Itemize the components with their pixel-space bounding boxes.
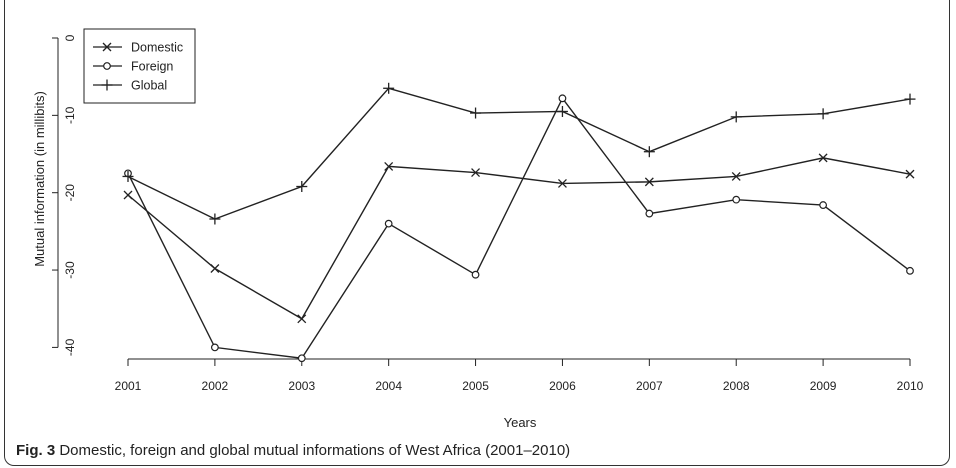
data-point-global	[209, 213, 221, 225]
legend-label: Foreign	[131, 60, 173, 74]
data-point-foreign	[558, 94, 567, 103]
legend-marker-global	[101, 79, 113, 91]
y-tick-label: -30	[63, 261, 77, 279]
x-tick-label: 2004	[375, 379, 402, 393]
data-point-global	[904, 93, 916, 105]
data-point-global	[296, 181, 308, 193]
data-point-domestic	[818, 153, 828, 163]
data-point-domestic	[905, 169, 915, 179]
data-point-global	[817, 108, 829, 120]
legend-item-foreign: Foreign	[93, 60, 173, 74]
data-point-global	[383, 82, 395, 94]
legend-label: Domestic	[131, 41, 183, 55]
x-tick-label: 2007	[636, 379, 663, 393]
figure-frame	[4, 0, 950, 466]
y-axis-label: Mutual information (in millibits)	[32, 91, 47, 267]
data-point-global	[470, 107, 482, 119]
series-domestic	[123, 153, 915, 324]
chart-legend: Domestic Foreign Global	[83, 28, 196, 104]
data-point-foreign	[210, 343, 219, 352]
legend-marker-domestic	[102, 42, 112, 52]
x-tick-label: 2009	[810, 379, 837, 393]
legend-item-global: Global	[93, 79, 167, 93]
data-point-foreign	[732, 195, 741, 204]
figure-caption-label: Fig. 3	[16, 442, 56, 459]
data-point-domestic	[210, 264, 220, 273]
data-point-domestic	[471, 168, 481, 178]
series-global	[122, 82, 916, 225]
data-point-global	[122, 170, 134, 182]
data-point-foreign	[384, 219, 393, 228]
y-tick-label: -10	[63, 106, 77, 124]
x-tick-label: 2005	[462, 379, 489, 393]
data-point-domestic	[297, 314, 307, 324]
line-chart: 2001 2002 2003 2004 2005 2006 2007 2008 2009 2010…	[32, 28, 924, 430]
data-point-domestic	[557, 178, 567, 188]
series-line-domestic	[127, 157, 911, 320]
legend-item-domestic: Domestic	[93, 41, 183, 55]
data-point-domestic	[123, 190, 133, 200]
data-point-global	[556, 105, 568, 117]
x-tick-label: 2008	[723, 379, 750, 393]
data-point-domestic	[731, 171, 741, 181]
data-point-foreign	[819, 201, 828, 209]
x-tick-label: 2001	[115, 379, 142, 393]
legend-label: Global	[131, 79, 167, 93]
data-point-foreign	[645, 209, 654, 218]
series-foreign	[124, 94, 914, 363]
x-tick-label: 2002	[202, 379, 229, 393]
series-line-foreign	[127, 97, 911, 359]
y-tick-label: -40	[63, 338, 77, 356]
data-point-domestic	[384, 161, 394, 171]
figure-caption-text: Domestic, foreign and global mutual info…	[55, 442, 571, 459]
chart-series	[122, 82, 916, 363]
data-point-foreign	[471, 270, 480, 279]
data-point-foreign	[906, 266, 914, 275]
data-point-global	[730, 111, 742, 123]
data-point-domestic	[644, 177, 654, 187]
x-tick-label: 2006	[549, 379, 576, 393]
data-point-global	[643, 146, 655, 158]
figure-caption: Fig. 3 Domestic, foreign and global mutu…	[16, 442, 570, 459]
legend-marker-foreign	[103, 62, 111, 70]
series-line-global	[127, 87, 911, 220]
x-tick-label: 2003	[288, 379, 315, 393]
y-tick-label: 0	[63, 34, 77, 41]
x-axis-label: Years	[504, 415, 537, 430]
data-point-foreign	[297, 354, 306, 363]
y-tick-label: -20	[63, 184, 77, 202]
chart-axes: 2001 2002 2003 2004 2005 2006 2007 2008 2009 2010…	[52, 34, 924, 393]
x-tick-label: 2010	[897, 379, 924, 393]
